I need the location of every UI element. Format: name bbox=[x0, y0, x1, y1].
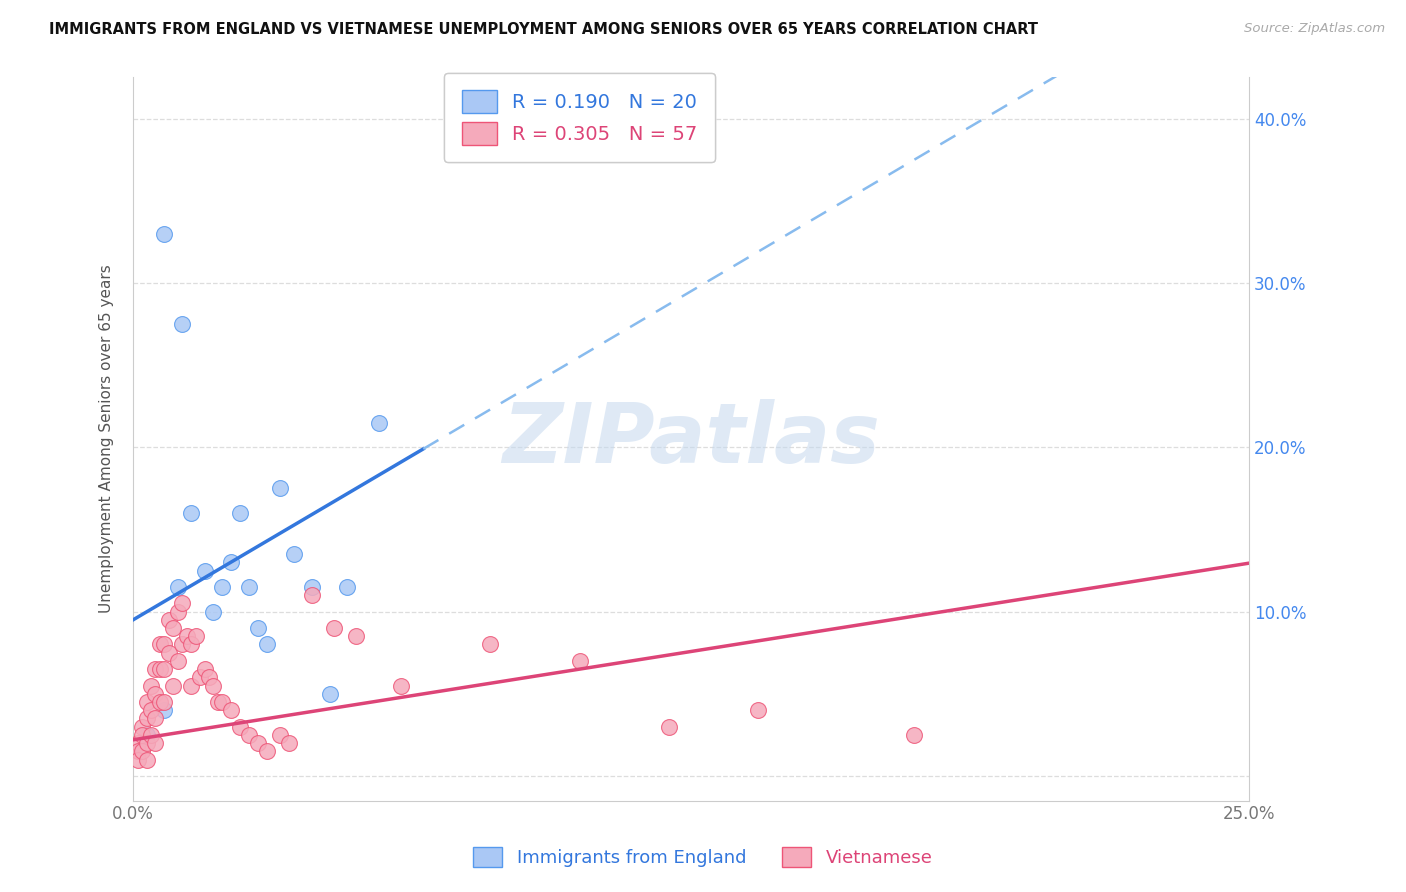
Y-axis label: Unemployment Among Seniors over 65 years: Unemployment Among Seniors over 65 years bbox=[100, 265, 114, 614]
Point bbox=[269, 728, 291, 742]
Point bbox=[367, 416, 389, 430]
Point bbox=[202, 605, 225, 619]
Point bbox=[139, 728, 162, 742]
Point bbox=[479, 638, 502, 652]
Point bbox=[166, 654, 188, 668]
Point bbox=[127, 752, 149, 766]
Point bbox=[176, 629, 198, 643]
Point bbox=[157, 646, 180, 660]
Point bbox=[568, 654, 591, 668]
Point bbox=[323, 621, 346, 635]
Point bbox=[172, 317, 194, 331]
Point bbox=[149, 638, 172, 652]
Point bbox=[145, 662, 167, 676]
Point bbox=[149, 662, 172, 676]
Point bbox=[256, 744, 278, 758]
Legend: Immigrants from England, Vietnamese: Immigrants from England, Vietnamese bbox=[467, 839, 939, 874]
Point bbox=[131, 720, 153, 734]
Point bbox=[903, 728, 925, 742]
Point bbox=[211, 580, 233, 594]
Point bbox=[318, 687, 340, 701]
Point bbox=[131, 728, 153, 742]
Point bbox=[301, 588, 323, 602]
Point bbox=[135, 711, 157, 725]
Point bbox=[139, 703, 162, 717]
Point bbox=[153, 638, 176, 652]
Point bbox=[172, 638, 194, 652]
Point bbox=[166, 580, 188, 594]
Point bbox=[184, 629, 207, 643]
Point bbox=[344, 629, 367, 643]
Point bbox=[127, 736, 149, 750]
Point bbox=[247, 736, 270, 750]
Point bbox=[229, 720, 252, 734]
Point bbox=[336, 580, 359, 594]
Point bbox=[157, 613, 180, 627]
Point bbox=[269, 481, 291, 495]
Point bbox=[389, 679, 412, 693]
Point bbox=[131, 744, 153, 758]
Point bbox=[238, 580, 260, 594]
Point bbox=[283, 547, 305, 561]
Point bbox=[153, 227, 176, 241]
Point bbox=[127, 744, 149, 758]
Point bbox=[149, 695, 172, 709]
Point bbox=[135, 752, 157, 766]
Point bbox=[172, 596, 194, 610]
Point bbox=[198, 670, 221, 684]
Point bbox=[153, 695, 176, 709]
Point bbox=[139, 679, 162, 693]
Point bbox=[193, 662, 215, 676]
Point bbox=[247, 621, 270, 635]
Point bbox=[747, 703, 769, 717]
Text: IMMIGRANTS FROM ENGLAND VS VIETNAMESE UNEMPLOYMENT AMONG SENIORS OVER 65 YEARS C: IMMIGRANTS FROM ENGLAND VS VIETNAMESE UN… bbox=[49, 22, 1038, 37]
Point bbox=[229, 506, 252, 520]
Point bbox=[202, 679, 225, 693]
Point bbox=[180, 679, 202, 693]
Legend: R = 0.190   N = 20, R = 0.305   N = 57: R = 0.190 N = 20, R = 0.305 N = 57 bbox=[444, 73, 716, 162]
Point bbox=[145, 736, 167, 750]
Point bbox=[188, 670, 211, 684]
Point bbox=[145, 687, 167, 701]
Point bbox=[180, 506, 202, 520]
Point bbox=[238, 728, 260, 742]
Point bbox=[153, 662, 176, 676]
Text: Source: ZipAtlas.com: Source: ZipAtlas.com bbox=[1244, 22, 1385, 36]
Point bbox=[180, 638, 202, 652]
Point bbox=[135, 728, 157, 742]
Point bbox=[207, 695, 229, 709]
Point bbox=[135, 736, 157, 750]
Point bbox=[301, 580, 323, 594]
Point bbox=[211, 695, 233, 709]
Point bbox=[162, 621, 184, 635]
Point bbox=[193, 564, 215, 578]
Point bbox=[221, 555, 243, 569]
Point bbox=[256, 638, 278, 652]
Point bbox=[162, 679, 184, 693]
Point bbox=[135, 695, 157, 709]
Point bbox=[166, 605, 188, 619]
Point bbox=[145, 711, 167, 725]
Point bbox=[153, 703, 176, 717]
Point bbox=[658, 720, 681, 734]
Point bbox=[278, 736, 301, 750]
Text: ZIPatlas: ZIPatlas bbox=[502, 399, 880, 480]
Point bbox=[221, 703, 243, 717]
